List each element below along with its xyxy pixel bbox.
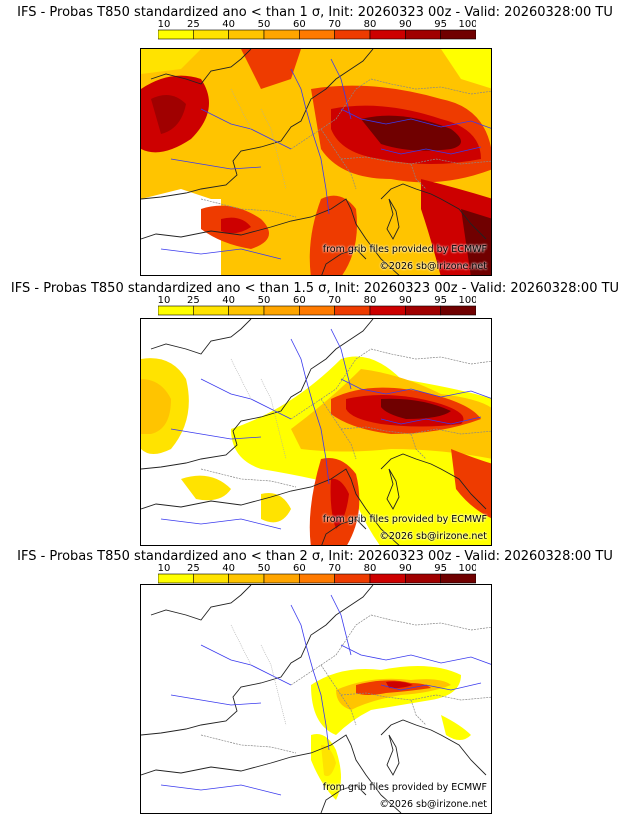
- map-field-1-5sigma: [141, 319, 491, 545]
- colorbar-swatch: [440, 29, 476, 40]
- colorbar-swatch: [440, 305, 476, 316]
- colorbar-swatch: [334, 29, 371, 40]
- colorbar-tick-label: 50: [258, 295, 271, 306]
- colorbar-swatch: [369, 305, 406, 316]
- colorbar-tick-label: 80: [364, 19, 377, 30]
- colorbar-tick-label: 25: [187, 19, 200, 30]
- colorbar-tick-label: 95: [434, 563, 447, 574]
- colorbar-tick-label: 90: [399, 563, 412, 574]
- credit-copyright: ©2026 sb@irizone.net: [379, 261, 487, 272]
- colorbar-swatch: [158, 305, 194, 316]
- colorbar-tick-label: 100: [458, 19, 476, 30]
- colorbar-swatch: [405, 573, 441, 584]
- colorbar-tick-label: 10: [158, 19, 170, 30]
- map-field-1sigma: [141, 49, 491, 275]
- colorbar-tick-label: 40: [222, 563, 235, 574]
- probability-map: from grib files provided by ECMWF ©2026 …: [140, 48, 492, 276]
- colorbar-swatch: [299, 29, 335, 40]
- colorbar-swatch: [263, 29, 300, 40]
- probability-map: from grib files provided by ECMWF ©2026 …: [140, 318, 492, 546]
- colorbar-swatch: [228, 573, 265, 584]
- colorbar-swatch: [263, 573, 300, 584]
- colorbar-tick-label: 80: [364, 295, 377, 306]
- colorbar-tick-label: 10: [158, 295, 170, 306]
- colorbar-swatch: [405, 305, 441, 316]
- colorbar-swatch: [405, 29, 441, 40]
- map-panel-2: IFS - Probas T850 standardized ano < tha…: [0, 276, 630, 552]
- colorbar-swatch: [193, 29, 229, 40]
- colorbar-swatch: [369, 29, 406, 40]
- colorbar-swatch: [193, 305, 229, 316]
- colorbar-tick-label: 80: [364, 563, 377, 574]
- colorbar: 10 25 40 50 60 70 80 90 95 100: [158, 16, 476, 44]
- colorbar-tick-label: 25: [187, 563, 200, 574]
- map-panel-1: IFS - Probas T850 standardized ano < tha…: [0, 0, 630, 276]
- colorbar-swatch: [440, 573, 476, 584]
- panel-title: IFS - Probas T850 standardized ano < tha…: [10, 281, 620, 296]
- colorbar-tick-label: 10: [158, 563, 170, 574]
- colorbar-tick-label: 40: [222, 19, 235, 30]
- colorbar-swatch: [158, 573, 194, 584]
- colorbar-swatch: [334, 305, 371, 316]
- colorbar-tick-label: 100: [458, 295, 476, 306]
- colorbar-tick-label: 95: [434, 295, 447, 306]
- credit-source: from grib files provided by ECMWF: [322, 782, 487, 793]
- colorbar-tick-label: 25: [187, 295, 200, 306]
- colorbar-tick-label: 60: [293, 19, 306, 30]
- colorbar-tick-label: 40: [222, 295, 235, 306]
- colorbar-tick-label: 50: [258, 19, 271, 30]
- colorbar-swatch: [299, 305, 335, 316]
- colorbar-tick-label: 90: [399, 19, 412, 30]
- probability-map: from grib files provided by ECMWF ©2026 …: [140, 584, 492, 814]
- colorbar-tick-label: 50: [258, 563, 271, 574]
- colorbar-swatch: [334, 573, 371, 584]
- map-field-2sigma: [141, 585, 491, 813]
- colorbar: 10 25 40 50 60 70 80 90 95 100: [158, 292, 476, 320]
- colorbar-swatch: [263, 305, 300, 316]
- panel-title: IFS - Probas T850 standardized ano < tha…: [17, 5, 613, 20]
- credit-source: from grib files provided by ECMWF: [322, 514, 487, 525]
- colorbar-swatch: [158, 29, 194, 40]
- panel-title: IFS - Probas T850 standardized ano < tha…: [17, 549, 613, 564]
- colorbar-tick-label: 95: [434, 19, 447, 30]
- colorbar-swatch: [193, 573, 229, 584]
- colorbar-swatch: [299, 573, 335, 584]
- colorbar-tick-label: 70: [328, 563, 341, 574]
- colorbar-tick-label: 90: [399, 295, 412, 306]
- colorbar-swatch: [228, 29, 265, 40]
- colorbar-tick-label: 60: [293, 295, 306, 306]
- colorbar-swatch: [228, 305, 265, 316]
- colorbar-tick-label: 70: [328, 295, 341, 306]
- colorbar-tick-label: 60: [293, 563, 306, 574]
- colorbar-tick-label: 70: [328, 19, 341, 30]
- credit-source: from grib files provided by ECMWF: [322, 244, 487, 255]
- credit-copyright: ©2026 sb@irizone.net: [379, 799, 487, 810]
- credit-copyright: ©2026 sb@irizone.net: [379, 531, 487, 542]
- colorbar-tick-label: 100: [458, 563, 476, 574]
- map-panel-3: IFS - Probas T850 standardized ano < tha…: [0, 546, 630, 822]
- colorbar-swatch: [369, 573, 406, 584]
- colorbar: 10 25 40 50 60 70 80 90 95 100: [158, 560, 476, 588]
